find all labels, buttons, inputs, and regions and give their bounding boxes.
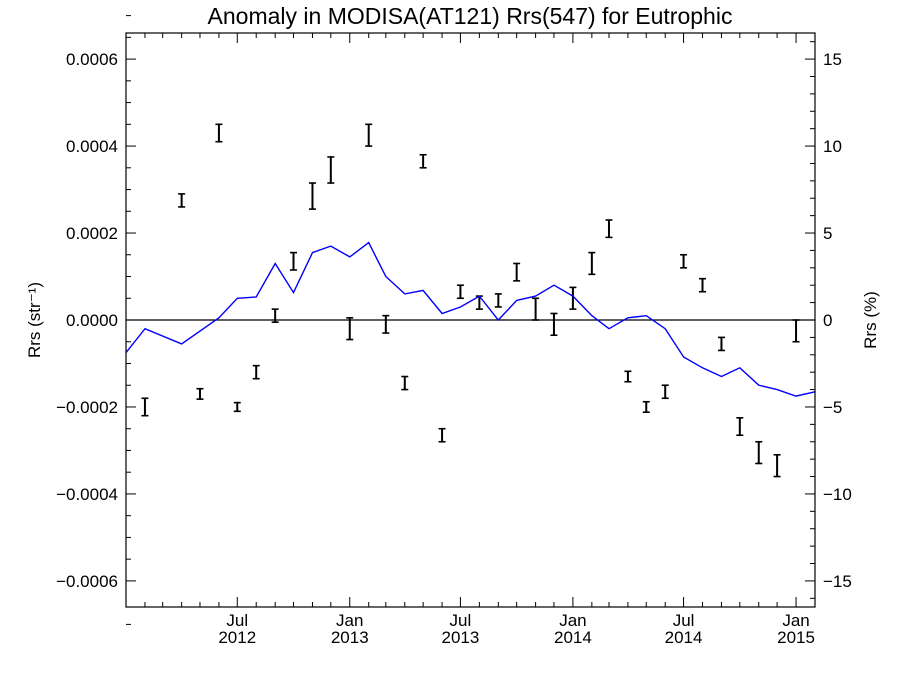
y-tick-label-left: 0.0000 (66, 311, 118, 330)
x-tick-label-month: Jul (226, 611, 248, 630)
error-bar (365, 123, 373, 147)
error-bar (215, 123, 223, 143)
error-bar (419, 153, 427, 169)
x-tick-label-year: 2013 (331, 628, 369, 647)
error-bar (196, 387, 204, 400)
x-tick-label-month: Jan (559, 611, 586, 630)
error-bar (346, 317, 354, 341)
y-tick-label-right: 5 (823, 224, 832, 243)
x-tick-label-year: 2013 (441, 628, 479, 647)
y-tick-label-right: −5 (823, 398, 842, 417)
error-bar (588, 251, 596, 276)
y-axis-label-left: Rrs (str⁻¹) (25, 282, 44, 358)
error-bar (178, 193, 186, 208)
x-tick-label-month: Jan (336, 611, 363, 630)
x-tick-label-year: 2012 (218, 628, 256, 647)
x-tick-label-month: Jul (450, 611, 472, 630)
y-tick-label-left: −0.0002 (56, 398, 118, 417)
y-tick-label-left: −0.0004 (56, 485, 118, 504)
error-bar (550, 312, 558, 337)
y-tick-label-right: 10 (823, 137, 842, 156)
tick-marks (125, 15, 816, 625)
error-bar (717, 336, 725, 352)
series-line (125, 241, 816, 397)
error-bar (736, 417, 744, 437)
y-tick-label-right: −15 (823, 572, 852, 591)
x-tick-label-year: 2014 (554, 628, 592, 647)
error-bar (438, 427, 446, 443)
error-bar (773, 454, 781, 478)
error-bar (290, 251, 298, 271)
error-bar (792, 319, 800, 343)
error-bar (308, 182, 316, 210)
x-tick-label-year: 2015 (777, 628, 815, 647)
error-bar (624, 370, 632, 383)
plot-frame (125, 32, 816, 608)
error-bar (680, 253, 688, 269)
y-tick-label-left: 0.0002 (66, 224, 118, 243)
y-tick-label-left: 0.0006 (66, 50, 118, 69)
error-bar (494, 293, 502, 308)
y-tick-label-left: 0.0004 (66, 137, 118, 156)
y-tick-label-right: 0 (823, 311, 832, 330)
error-bar (513, 262, 521, 282)
error-bar (569, 286, 577, 310)
error-bar (141, 397, 149, 417)
x-tick-label-month: Jul (673, 611, 695, 630)
x-tick-label-year: 2014 (665, 628, 703, 647)
error-bar (699, 277, 707, 293)
y-axis-label-right: Rrs (%) (861, 291, 880, 349)
error-bar (642, 400, 650, 413)
series-layer (125, 123, 816, 478)
error-bar (271, 308, 279, 323)
x-tick-label-month: Jan (782, 611, 809, 630)
chart-title: Anomaly in MODISA(AT121) Rrs(547) for Eu… (208, 3, 733, 29)
error-bar (252, 364, 260, 380)
error-bar (661, 384, 669, 400)
error-bar (755, 440, 763, 465)
error-bar (382, 314, 390, 334)
error-bar (532, 297, 540, 321)
y-tick-label-left: −0.0006 (56, 572, 118, 591)
y-tick-label-right: 15 (823, 50, 842, 69)
error-bar (605, 219, 613, 239)
error-bar (401, 375, 409, 391)
y-tick-label-right: −10 (823, 485, 852, 504)
error-bar (233, 401, 241, 413)
error-bar (327, 156, 335, 184)
error-bar (456, 284, 464, 300)
tick-labels: 0.0006 0.0004 0.0002 0.0000 −0.0002 −0.0004 −0… (56, 50, 852, 647)
